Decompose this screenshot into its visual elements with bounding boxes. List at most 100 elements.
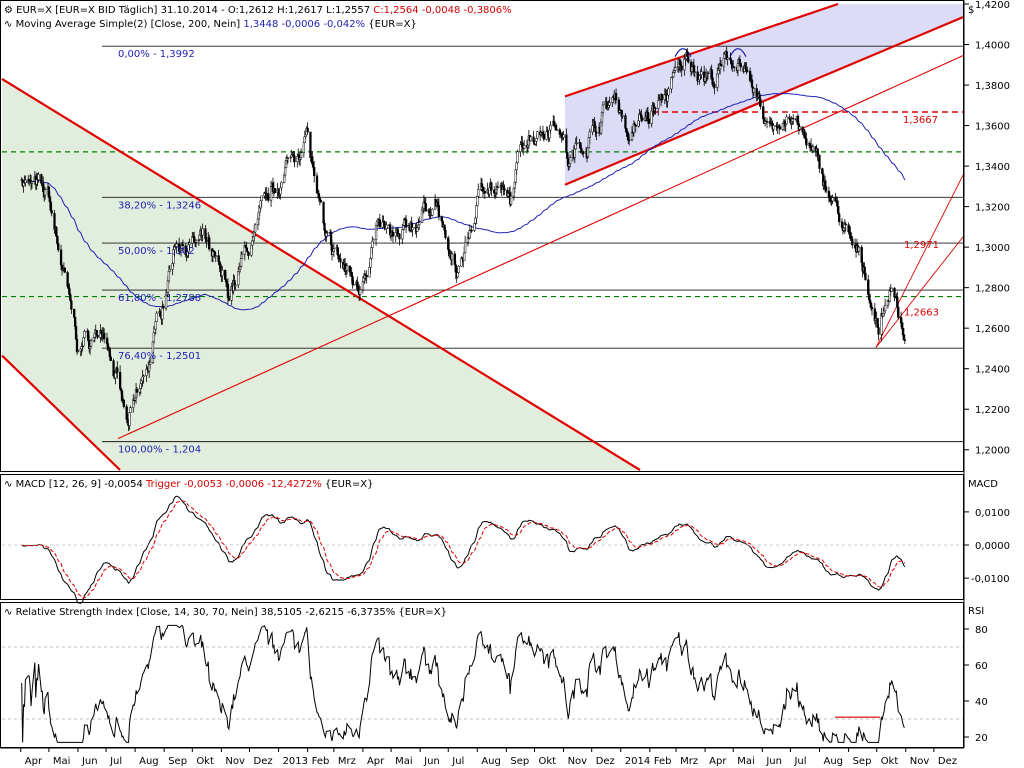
candle-body	[431, 208, 434, 216]
rsi-y-tick-label: 20	[975, 733, 988, 744]
candle-body	[890, 287, 893, 292]
x-tick-label: Okt	[539, 756, 557, 767]
y-tick-label: 1,3000	[975, 243, 1010, 254]
candle-body	[24, 179, 27, 183]
candle-body	[582, 151, 585, 154]
candle-body	[475, 205, 478, 219]
candle-body	[302, 142, 306, 153]
top-marker-right	[729, 48, 747, 57]
candle-body	[319, 199, 322, 203]
candle-body	[523, 145, 526, 149]
candle-body	[562, 134, 565, 138]
candle-body	[89, 340, 93, 347]
candle-body	[283, 167, 287, 176]
candle-body	[509, 195, 513, 205]
candle-body	[404, 219, 408, 228]
candle-body	[385, 224, 388, 229]
candle-body	[40, 174, 43, 184]
ma-legend-suffix: {EUR=X}	[368, 19, 417, 30]
macd-legend: ∿ MACD [12, 26, 9] -0,0054 Trigger -0,00…	[4, 479, 373, 490]
candle-body	[286, 157, 290, 159]
x-tick-label: Sep	[853, 756, 872, 767]
fib-level-label: 50,00% - 1,302	[118, 246, 195, 257]
macd-legend-text: MACD [12, 26, 9] -0,0054	[16, 479, 146, 490]
trendlines	[1, 2, 964, 471]
candle-body	[155, 312, 158, 322]
macd-panel-frame	[0, 474, 964, 600]
rsi-legend: ∿ Relative Strength Index [Close, 14, 30…	[4, 607, 447, 618]
candle-body	[660, 93, 664, 100]
candle-body	[575, 142, 578, 145]
x-tick-label: Sep	[510, 756, 529, 767]
candle-body	[168, 269, 171, 272]
candle-body	[503, 188, 506, 191]
candle-body	[227, 297, 231, 301]
ascending-channel-lower	[564, 16, 964, 186]
candle-body	[673, 67, 677, 71]
candle-body	[608, 102, 611, 106]
candle-body	[516, 151, 519, 163]
x-tick-label: Aug	[139, 756, 159, 767]
candle-body	[339, 258, 342, 263]
candle-body	[437, 205, 441, 218]
candle-body	[234, 284, 237, 287]
rsi-y-tick-label: 60	[975, 661, 988, 672]
x-tick-label: Dez	[254, 756, 273, 767]
candle-body	[555, 129, 559, 131]
candle-body	[805, 138, 808, 146]
candle-body	[893, 287, 896, 297]
candle-body	[322, 201, 325, 224]
candle-body	[208, 237, 211, 250]
candle-body	[601, 104, 605, 113]
candle-body	[201, 228, 204, 236]
candle-body	[444, 230, 447, 239]
long-term-support	[117, 55, 964, 440]
x-tick-label: Okt	[881, 756, 899, 767]
x-tick-label: Mai	[395, 756, 413, 767]
candle-body	[167, 270, 171, 282]
candle-body	[221, 270, 224, 276]
price-legend: ⚙ EUR=X [EUR=X BID Täglich] 31.10.2014 -…	[4, 5, 512, 16]
x-tick-label: 2013	[283, 756, 308, 767]
candle-body	[870, 307, 874, 309]
top-marker-left	[674, 48, 692, 57]
x-tick-label: Jul	[793, 756, 806, 767]
candle-body	[103, 332, 106, 339]
line-icon: ∿	[4, 479, 12, 490]
candle-body	[378, 219, 381, 228]
candle-body	[864, 272, 867, 281]
candle-body	[313, 166, 316, 177]
settings-icon[interactable]: ⚙	[4, 5, 13, 16]
candle-body	[647, 118, 651, 124]
candle-body	[194, 240, 198, 243]
candle-body	[73, 309, 76, 318]
chart-labels: 0,00% - 1,3992 38,20% - 1,3246 50,00% - 1,…	[118, 49, 939, 455]
candle-body	[785, 116, 788, 125]
candle-body	[96, 334, 99, 338]
candle-body	[304, 134, 307, 137]
candle-body	[352, 284, 355, 286]
x-tick-label: Jul	[451, 756, 464, 767]
candle-body	[765, 121, 769, 123]
candle-body	[553, 120, 556, 126]
level-annotation: 1,2663	[904, 307, 939, 318]
candle-body	[468, 229, 471, 239]
candle-body	[634, 124, 637, 127]
descending-channel-upper	[1, 78, 641, 471]
candle-body	[594, 125, 597, 133]
candle-body	[401, 229, 404, 240]
rsi-axis-unit: RSI	[968, 606, 984, 617]
y-tick-label: 1,4000	[975, 41, 1010, 52]
x-tick-label: Jun	[423, 756, 440, 767]
candle-body	[253, 224, 257, 233]
candle-body	[43, 189, 47, 196]
candle-body	[719, 63, 723, 67]
y-tick-label: 1,2800	[975, 284, 1010, 295]
x-tick-label: Mai	[737, 756, 755, 767]
candle-body	[293, 155, 296, 163]
candle-body	[239, 258, 243, 267]
level-annotation: 1,2971	[904, 240, 939, 251]
candle-body	[118, 372, 122, 389]
y-tick-label: 1,3800	[975, 81, 1010, 92]
